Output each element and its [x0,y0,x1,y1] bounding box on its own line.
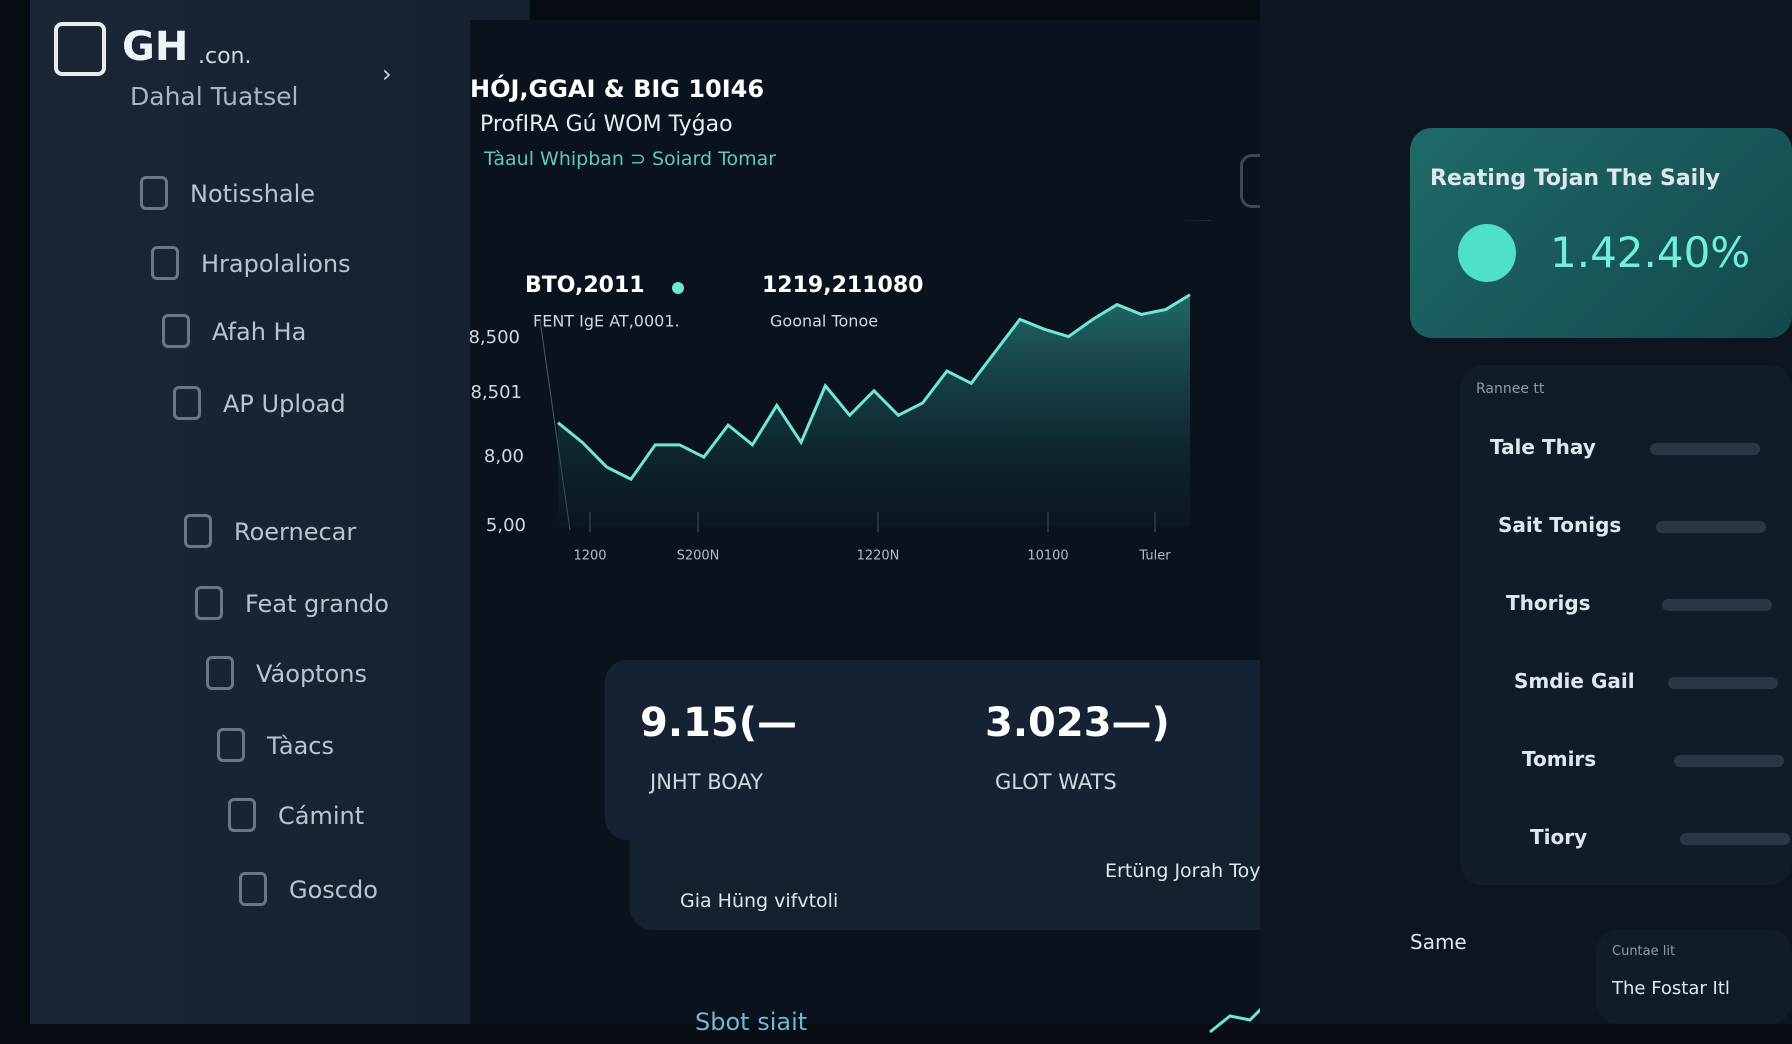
list-row[interactable]: Tale Thay [1490,435,1596,459]
x-tick-label: 10100 [1027,549,1068,564]
footer-card-text: The Fostar Itl [1612,978,1730,999]
area [558,294,1190,526]
nav-item[interactable]: Feat grando [245,590,389,618]
sidebar-subtitle: Dahal Tuatsel [130,82,299,111]
x-tick-label: Tuler [1138,549,1171,564]
line [557,293,1191,482]
stat-dot [672,282,684,294]
nav-icon [217,728,245,762]
footer-card-title: Cuntae lit [1612,944,1676,959]
nav-icon [184,514,212,548]
strip-left: Gia Hüng vifvtoli [680,890,839,912]
summary-label: GLOT WATS [995,770,1117,794]
list-value-bar [1680,833,1790,845]
nav-item[interactable]: Tàacs [267,732,334,760]
chart: BTO,2011 FENT IgE AT,0001. 1219,211080 Goon… [470,220,1210,564]
highlight-icon [1458,224,1516,282]
x-tick-label: 1220N [857,549,900,564]
summary-value: 3.023—) [985,700,1170,746]
y-tick-label: 8,501 [470,382,522,403]
logo-sub: .con. [198,44,252,69]
list-row[interactable]: Thorigs [1506,591,1591,615]
nav-item[interactable]: Afah Ha [212,318,307,346]
footer-left: Sbot siait [695,1008,808,1036]
nav-icon [206,656,234,690]
x-tick-label: 1200 [573,549,606,564]
list-value-bar [1674,755,1784,767]
page-title: HÓJ,GGAI & BIG 10I46 [470,75,765,103]
list-heading: Rannee tt [1476,381,1545,397]
collapse[interactable]: › [382,60,392,88]
nav-icon [239,872,267,906]
nav-item[interactable]: Váoptons [256,660,367,688]
list-row[interactable]: Tiory [1530,825,1588,849]
list-value-bar [1656,521,1766,533]
logo-icon [54,22,106,76]
summary-value: 9.15(— [640,700,797,746]
nav-icon [228,798,256,832]
footer-card: Cuntae lit The Fostar Itl [1596,930,1792,1024]
list-value-bar [1650,443,1760,455]
breadcrumb[interactable]: Tàaul Whipban ⊃ Soiard Tomar [484,148,777,170]
nav-item[interactable]: Hrapolalions [201,250,351,278]
strip-center: Ertüng Jorah Toye [1105,860,1273,882]
list-value-bar [1668,677,1778,689]
y-tick-label: 8,500 [470,327,520,348]
list-row[interactable]: Tomirs [1522,747,1597,771]
sidebar: GH .con. Dahal Tuatsel › Notisshale Hrapo… [30,0,530,1024]
nav-item[interactable]: Goscdo [289,876,378,904]
nav-item[interactable]: Notisshale [190,180,316,208]
y-tick-label: 5,00 [486,515,526,536]
list-row[interactable]: Smdie Gail [1514,669,1635,693]
nav-icon [173,386,201,420]
nav-icon [140,176,168,210]
x-tick-label: S200N [677,549,720,564]
nav-item[interactable]: Cámint [278,802,365,830]
list-value-bar [1662,599,1772,611]
list-row[interactable]: Sait Tonigs [1498,513,1622,537]
highlight-card: Reating Tojan The Saily 1.42.40% [1410,128,1792,338]
stat-value: BTO,2011 [525,273,645,298]
nav-icon [151,246,179,280]
nav-icon [162,314,190,348]
highlight-title: Reating Tojan The Saily [1430,166,1721,191]
stat-value: 1219,211080 [762,273,923,298]
nav-item[interactable]: AP Upload [223,390,346,418]
nav-item[interactable]: Roernecar [234,518,357,546]
summary-label: JNHT BOAY [650,770,763,794]
nav-icon [195,586,223,620]
highlight-value: 1.42.40% [1550,228,1751,277]
list-card: Rannee tt Tale Thay Sait Tonigs Thorigs Smd… [1460,365,1792,885]
footer-center: Same [1410,930,1467,954]
stat-label: Goonal Tonoe [770,312,878,331]
stat-label: FENT IgE AT,0001. [533,312,680,331]
y-tick-label: 8,00 [484,446,524,467]
page-subtitle: ProfIRA Gú WOM Tyǵao [480,112,733,137]
logo: GH [122,24,189,70]
